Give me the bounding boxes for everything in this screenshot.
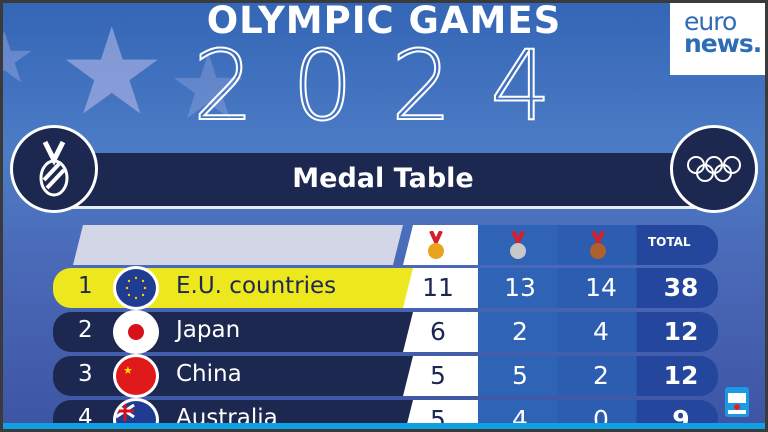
country-name: China: [176, 361, 242, 387]
medal-icon: [10, 125, 98, 213]
silver-count: 5: [512, 361, 528, 390]
star-decoration: ★: [3, 17, 36, 99]
bronze-count: 4: [593, 317, 609, 346]
rest-cell: [478, 312, 718, 352]
table-row: 1 E.U. countries 11 13 14 38: [53, 266, 718, 310]
rest-cell: [478, 356, 718, 396]
logo-line-2: news.: [684, 29, 762, 58]
bronze-medal-icon: [590, 231, 606, 259]
silver-count: 13: [504, 273, 536, 302]
svg-text:★: ★: [123, 364, 133, 377]
country-name: E.U. countries: [176, 273, 337, 299]
bronze-count: 2: [593, 361, 609, 390]
eu-flag-icon: [113, 266, 159, 310]
gold-count: 5: [430, 361, 446, 390]
table-row: 2 Japan 6 2 4 12: [53, 310, 718, 354]
gold-count: 11: [422, 273, 454, 302]
bottom-strip: [3, 423, 765, 429]
table-row: 3 ★ China 5 5 2 12: [53, 354, 718, 398]
silver-medal-icon: [510, 231, 526, 259]
total-count: 38: [663, 273, 699, 302]
total-count: 12: [663, 361, 699, 390]
total-count: 12: [663, 317, 699, 346]
year-heading: 2024: [193, 41, 589, 126]
rest-cell: [478, 268, 718, 308]
page-title: OLYMPIC GAMES: [206, 3, 562, 42]
bronze-count: 14: [585, 273, 617, 302]
banner-title: Medal Table: [292, 163, 474, 194]
silver-count: 2: [512, 317, 528, 346]
total-header: TOTAL: [648, 235, 691, 249]
star-decoration: ★: [58, 3, 166, 142]
euronews-logo: euro news.: [670, 3, 765, 75]
header-blank-cell: [73, 225, 403, 265]
medal-table-graphic: ★ ★ ★ OLYMPIC GAMES 2024 euro news. Meda…: [3, 3, 765, 429]
rank: 3: [78, 361, 93, 387]
banner: Medal Table: [63, 153, 703, 209]
star-decoration: ★: [168, 35, 249, 140]
mascot-icon: [725, 387, 749, 417]
china-flag-icon: ★: [113, 354, 159, 398]
rank: 1: [78, 273, 93, 299]
olympic-rings-icon: [670, 125, 758, 213]
logo-line-1: euro: [684, 7, 737, 36]
gold-medal-icon: [428, 231, 444, 259]
rank: 2: [78, 317, 93, 343]
japan-flag-icon: [113, 310, 159, 354]
gold-count: 6: [430, 317, 446, 346]
country-name: Japan: [176, 317, 241, 343]
year-text: 2024: [193, 41, 589, 126]
